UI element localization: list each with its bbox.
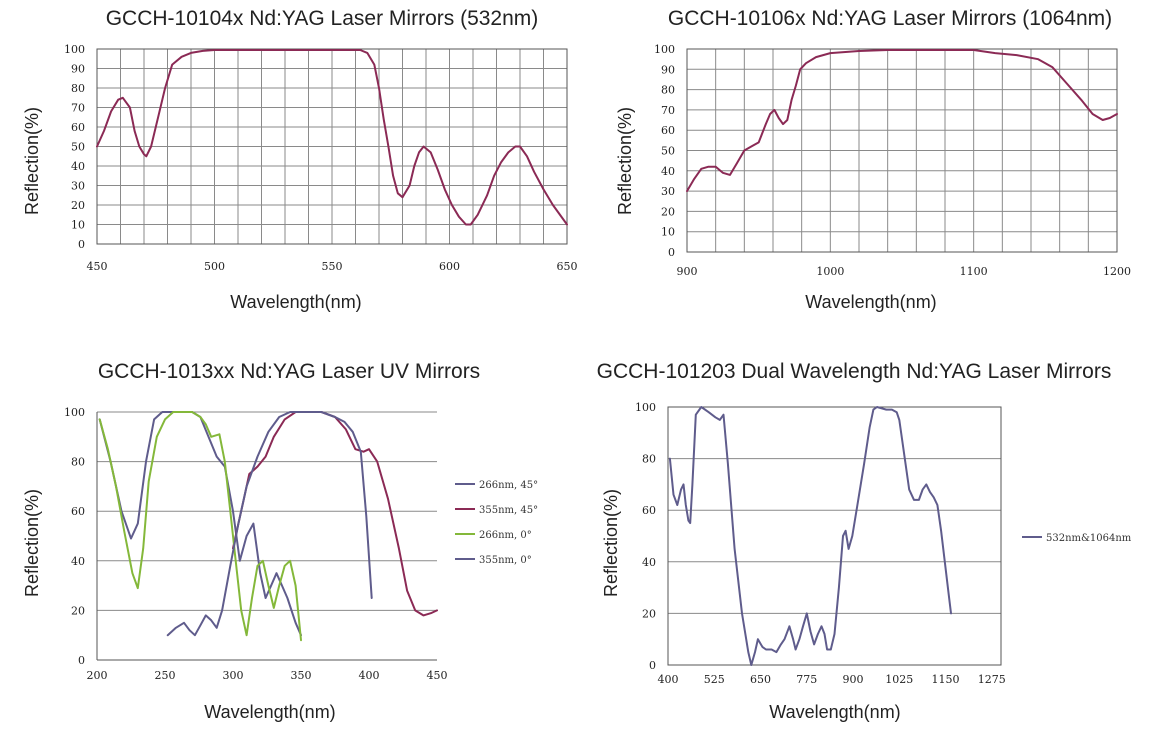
y-tick-label: 20 xyxy=(71,604,85,617)
x-tick-label: 1025 xyxy=(885,673,913,686)
chart-title: GCCH-10106x Nd:YAG Laser Mirrors (1064nm… xyxy=(668,7,1112,30)
chart-4: GCCH-101203 Dual Wavelength Nd:YAG Laser… xyxy=(597,360,1132,722)
y-tick-label: 60 xyxy=(71,505,85,518)
y-tick-label: 0 xyxy=(78,238,85,251)
y-tick-label: 100 xyxy=(654,43,675,56)
y-tick-label: 40 xyxy=(661,165,675,178)
series-line-1 xyxy=(96,49,568,226)
y-tick-label: 70 xyxy=(71,102,85,115)
plot-frame xyxy=(667,406,1002,666)
x-tick-label: 1150 xyxy=(932,673,960,686)
y-tick-label: 100 xyxy=(64,43,85,56)
chart-title: GCCH-1013xx Nd:YAG Laser UV Mirrors xyxy=(98,360,480,383)
series-line-1 xyxy=(686,49,1118,193)
legend-entry: 266nm, 0° xyxy=(479,530,532,541)
y-tick-label: 20 xyxy=(661,205,675,218)
series-line-1 xyxy=(668,406,952,666)
y-tick-label: 10 xyxy=(71,219,85,232)
series-line-4 xyxy=(166,411,373,637)
chart-1: GCCH-10104x Nd:YAG Laser Mirrors (532nm)… xyxy=(22,7,578,312)
legend-entry: 266nm, 45° xyxy=(479,480,538,491)
x-tick-label: 350 xyxy=(291,669,312,682)
legend-entry: 355nm, 45° xyxy=(479,505,538,516)
y-axis-label: Reflection(%) xyxy=(601,489,621,597)
y-axis-label: Reflection(%) xyxy=(22,489,42,597)
x-axis-label: Wavelength(nm) xyxy=(805,292,936,312)
x-tick-label: 525 xyxy=(704,673,725,686)
x-tick-label: 250 xyxy=(155,669,176,682)
chart-2: GCCH-10106x Nd:YAG Laser Mirrors (1064nm… xyxy=(615,7,1131,312)
legend-entry: 532nm&1064nm xyxy=(1046,533,1132,544)
chart-3: GCCH-1013xx Nd:YAG Laser UV Mirrors Wavel… xyxy=(22,360,538,722)
y-tick-label: 30 xyxy=(661,185,675,198)
x-tick-label: 450 xyxy=(427,669,448,682)
y-tick-label: 10 xyxy=(661,226,675,239)
y-tick-label: 50 xyxy=(71,141,85,154)
y-axis-label: Reflection(%) xyxy=(22,107,42,215)
y-tick-label: 0 xyxy=(668,246,675,259)
x-axis-label: Wavelength(nm) xyxy=(769,702,900,722)
x-tick-label: 550 xyxy=(322,260,343,273)
x-tick-label: 900 xyxy=(843,673,864,686)
y-tick-label: 0 xyxy=(649,659,656,672)
y-tick-label: 80 xyxy=(642,453,656,466)
x-tick-label: 900 xyxy=(677,265,698,278)
y-tick-label: 30 xyxy=(71,180,85,193)
y-tick-label: 40 xyxy=(71,555,85,568)
y-tick-label: 100 xyxy=(64,406,85,419)
y-tick-label: 20 xyxy=(71,199,85,212)
x-tick-label: 400 xyxy=(658,673,679,686)
y-tick-label: 60 xyxy=(661,124,675,137)
y-tick-label: 70 xyxy=(661,104,675,117)
x-tick-label: 200 xyxy=(87,669,108,682)
x-tick-label: 500 xyxy=(204,260,225,273)
y-tick-label: 90 xyxy=(71,63,85,76)
x-axis-label: Wavelength(nm) xyxy=(230,292,361,312)
y-tick-label: 20 xyxy=(642,607,656,620)
x-tick-label: 400 xyxy=(359,669,380,682)
y-tick-label: 50 xyxy=(661,145,675,158)
x-tick-label: 775 xyxy=(796,673,817,686)
y-tick-label: 0 xyxy=(78,654,85,667)
x-tick-label: 650 xyxy=(750,673,771,686)
y-axis-label: Reflection(%) xyxy=(615,107,635,215)
y-tick-label: 60 xyxy=(71,121,85,134)
y-tick-label: 90 xyxy=(661,63,675,76)
series-line-3 xyxy=(98,411,302,642)
series-line-2 xyxy=(232,411,438,617)
x-axis-label: Wavelength(nm) xyxy=(204,702,335,722)
y-tick-label: 100 xyxy=(635,401,656,414)
x-tick-label: 1200 xyxy=(1103,265,1131,278)
x-tick-label: 1100 xyxy=(960,265,988,278)
y-tick-label: 80 xyxy=(71,456,85,469)
x-tick-label: 1275 xyxy=(978,673,1006,686)
legend-entry: 355nm, 0° xyxy=(479,555,532,566)
x-tick-label: 450 xyxy=(87,260,108,273)
chart-title: GCCH-10104x Nd:YAG Laser Mirrors (532nm) xyxy=(106,7,539,30)
x-tick-label: 1000 xyxy=(816,265,844,278)
x-tick-label: 650 xyxy=(557,260,578,273)
y-tick-label: 40 xyxy=(71,160,85,173)
y-tick-label: 40 xyxy=(642,556,656,569)
y-tick-label: 80 xyxy=(71,82,85,95)
y-tick-label: 60 xyxy=(642,504,656,517)
chart-title: GCCH-101203 Dual Wavelength Nd:YAG Laser… xyxy=(597,360,1112,383)
x-tick-label: 300 xyxy=(223,669,244,682)
x-tick-label: 600 xyxy=(439,260,460,273)
y-tick-label: 80 xyxy=(661,84,675,97)
